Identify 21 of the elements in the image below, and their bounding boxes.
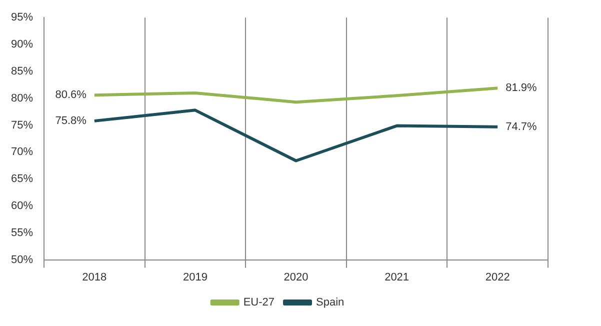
legend-label: EU-27 [243, 296, 275, 309]
y-tick-label: 55% [10, 226, 34, 239]
y-tick-label: 80% [10, 92, 34, 104]
x-tick-label: 2022 [485, 271, 510, 284]
y-tick-label: 95% [10, 12, 34, 24]
x-tick-label: 2021 [384, 271, 410, 284]
legend-label: Spain [316, 296, 344, 309]
y-tick-label: 75% [10, 119, 34, 132]
x-tick-label: 2019 [182, 271, 208, 284]
y-tick-label: 85% [10, 65, 34, 78]
x-tick-label: 2018 [82, 271, 107, 284]
y-tick-label: 70% [10, 146, 34, 158]
data-label: 75.8% [55, 114, 87, 127]
data-label: 74.7% [506, 120, 538, 133]
data-label: 81.9% [506, 82, 538, 94]
data-label: 80.6% [55, 89, 87, 102]
x-tick-label: 2020 [284, 271, 308, 284]
y-tick-label: 65% [10, 173, 34, 186]
y-tick-label: 60% [10, 200, 34, 212]
y-tick-label: 90% [10, 38, 34, 51]
y-tick-label: 50% [10, 254, 34, 266]
